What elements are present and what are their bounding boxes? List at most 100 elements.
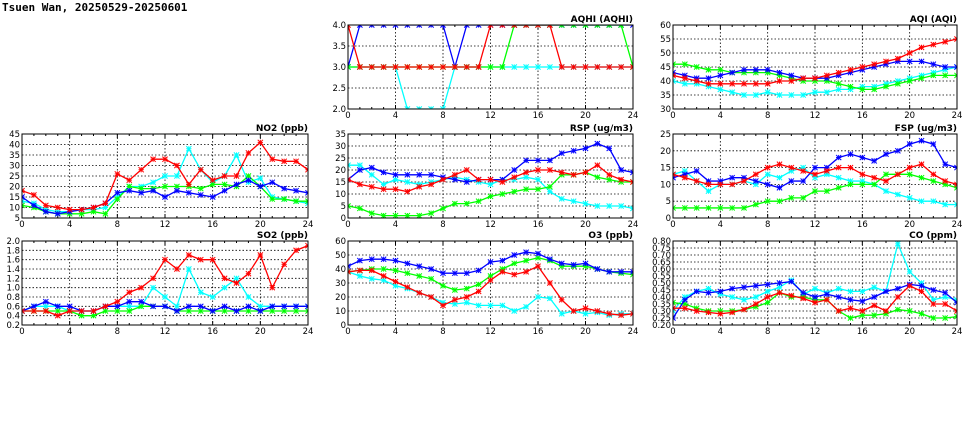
- x-tick-label: 12: [810, 111, 821, 121]
- x-tick-label: 12: [485, 327, 496, 337]
- data-point: [558, 25, 565, 28]
- data-point: [705, 188, 712, 195]
- data-point: [368, 164, 375, 171]
- y-tick-label: 15: [9, 193, 20, 203]
- data-point: [392, 25, 399, 28]
- data-point: [475, 267, 482, 274]
- data-point: [356, 162, 363, 169]
- data-point: [22, 202, 25, 209]
- data-point: [764, 171, 771, 178]
- data-point: [681, 296, 688, 303]
- data-point: [511, 308, 518, 314]
- data-point: [126, 298, 133, 305]
- data-point: [606, 203, 613, 209]
- data-point: [741, 178, 747, 184]
- y-tick-label: 2.5: [332, 84, 346, 94]
- data-point: [440, 302, 446, 309]
- data-point: [894, 191, 901, 198]
- data-point: [428, 266, 435, 272]
- data-point: [954, 181, 957, 188]
- data-point: [859, 298, 866, 305]
- data-point: [428, 64, 435, 70]
- data-point: [293, 198, 300, 205]
- x-tick-label: 0: [670, 111, 675, 121]
- data-point: [942, 72, 949, 79]
- data-point: [499, 257, 506, 264]
- data-point: [392, 186, 399, 193]
- data-point: [729, 294, 736, 300]
- data-point: [776, 174, 783, 181]
- y-tick-label: 35: [660, 91, 671, 101]
- series-fsp-1: [673, 171, 957, 211]
- data-point: [185, 252, 192, 258]
- data-point: [348, 162, 351, 169]
- data-point: [173, 187, 180, 194]
- data-point: [209, 256, 216, 263]
- y-tick-label: 45: [9, 130, 20, 140]
- data-point: [66, 303, 73, 310]
- plot-frame: [347, 24, 634, 110]
- data-point: [126, 289, 133, 296]
- data-point: [954, 164, 957, 171]
- data-point: [954, 72, 957, 79]
- data-point: [185, 181, 192, 188]
- series-rsp-3: [348, 162, 633, 195]
- data-point: [463, 200, 470, 207]
- data-point: [463, 285, 470, 292]
- y-tick-label: 25: [9, 172, 20, 182]
- data-point: [918, 174, 925, 181]
- data-point: [523, 25, 530, 28]
- data-point: [392, 171, 399, 178]
- x-tick-label: 8: [440, 327, 445, 337]
- data-point: [475, 25, 482, 28]
- data-point: [630, 268, 633, 275]
- data-point: [428, 210, 435, 217]
- x-tick-label: 16: [533, 111, 544, 121]
- y-tick-label: 0.30: [652, 307, 671, 317]
- data-point: [673, 78, 676, 84]
- data-point: [90, 208, 97, 215]
- data-point: [693, 168, 700, 174]
- chart-fsp: 0 5 10 15 20 25 0 4 8 12 16 20 24 FSP (ug/m3): [660, 124, 962, 230]
- data-point: [630, 205, 633, 212]
- data-point: [451, 64, 458, 70]
- y-tick-label: 0.75: [652, 244, 671, 254]
- data-point: [630, 179, 633, 185]
- x-tick-label: 20: [904, 220, 915, 230]
- y-tick-label: 5: [15, 214, 20, 224]
- data-point: [918, 198, 925, 205]
- data-point: [729, 204, 736, 211]
- data-point: [918, 288, 925, 295]
- data-point: [546, 188, 553, 195]
- data-point: [871, 86, 878, 93]
- data-point: [752, 201, 759, 208]
- data-point: [570, 171, 577, 178]
- data-point: [764, 281, 771, 288]
- data-point: [380, 256, 387, 263]
- data-point: [475, 198, 482, 205]
- data-point: [594, 140, 601, 147]
- data-point: [114, 303, 121, 310]
- data-point: [114, 308, 121, 314]
- data-point: [582, 310, 589, 317]
- data-point: [281, 303, 288, 310]
- data-point: [416, 273, 423, 279]
- data-point: [54, 308, 61, 314]
- data-point: [752, 92, 759, 98]
- series-co-0: [673, 241, 957, 314]
- data-point: [717, 181, 724, 188]
- data-point: [523, 169, 530, 176]
- data-point: [582, 25, 589, 28]
- data-point: [487, 273, 494, 279]
- data-point: [606, 176, 613, 183]
- x-tick-label: 0: [670, 220, 675, 230]
- y-tick-label: 0.6: [6, 302, 20, 312]
- data-point: [428, 181, 435, 188]
- data-point: [293, 187, 300, 194]
- x-tick-label: 24: [303, 220, 314, 230]
- data-point: [162, 183, 168, 190]
- x-tick-label: 16: [857, 111, 868, 121]
- y-tick-label: 1.6: [6, 256, 20, 266]
- data-point: [281, 196, 288, 203]
- data-point: [906, 50, 913, 56]
